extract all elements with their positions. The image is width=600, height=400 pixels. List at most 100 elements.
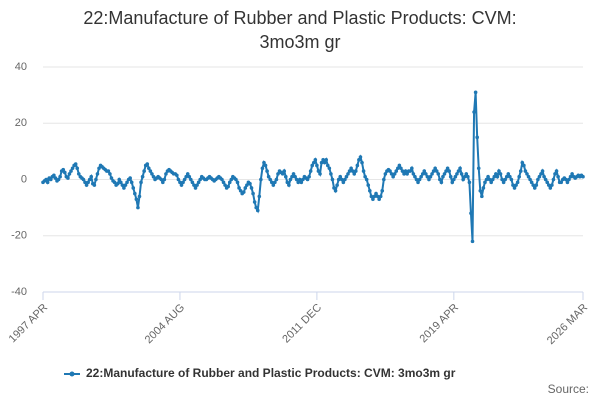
point [360,160,364,165]
point [119,180,123,185]
point [109,176,114,180]
point [243,186,248,190]
point [483,180,487,185]
point [556,174,560,179]
point [464,172,469,176]
point [458,166,462,171]
point [378,194,383,199]
point [394,169,399,173]
point [494,172,498,176]
point [271,183,276,187]
point [335,183,339,187]
point [441,174,445,179]
point [508,174,512,179]
point [315,163,319,168]
point [66,176,70,180]
x-tick-label: 2004 AUG [143,302,187,346]
point [414,177,419,182]
point [53,176,58,180]
point [142,169,146,173]
point [433,166,437,171]
y-tick-label: 20 [15,117,27,129]
point [536,177,540,182]
point [308,169,313,173]
point [196,180,201,185]
point [445,166,450,171]
point [237,186,241,190]
point [537,174,542,179]
point [86,180,90,185]
point [542,174,546,179]
point [531,183,536,187]
point [307,174,311,179]
point [523,169,528,173]
point [369,194,374,199]
point [137,194,142,199]
point [181,180,185,185]
point [162,177,167,182]
point [245,183,249,187]
point [453,174,458,179]
point [466,174,470,179]
point [324,158,329,162]
point [396,166,400,171]
x-tick-label: 2011 DEC [280,302,324,346]
point [229,177,234,182]
point [344,174,349,179]
point [411,172,416,176]
point [299,180,304,185]
x-tick-label: 2019 APR [417,302,461,346]
point [305,177,310,182]
point [265,169,269,173]
point [329,172,333,176]
point [476,166,481,171]
point [525,172,529,176]
point [522,163,526,168]
point [122,186,126,190]
point [422,169,427,173]
point [456,169,461,173]
point [517,174,521,179]
point [84,183,89,187]
point [221,180,226,185]
point [498,172,503,176]
point [374,191,378,196]
point [518,169,523,173]
point [193,186,198,190]
point [280,172,285,176]
point [473,90,478,95]
point [61,167,66,172]
point [282,169,287,173]
point [318,172,322,176]
y-tick-label: -40 [11,286,27,298]
point [413,174,417,179]
source: Source: [548,382,589,396]
point [97,166,101,171]
point [550,183,554,187]
point [117,177,122,182]
point [570,172,574,176]
point [341,180,346,185]
point [273,180,277,185]
point [357,158,361,162]
point [434,169,439,173]
point [106,169,111,173]
point [366,183,371,187]
point [322,160,327,165]
y-tick-label: 40 [15,61,27,73]
legend-marker [69,371,75,377]
point [391,174,395,179]
point [134,197,139,201]
point [438,177,442,182]
point [184,174,188,179]
point [416,180,420,185]
point [108,172,112,176]
point [159,177,164,182]
point [495,174,500,179]
point [316,169,321,173]
point [353,169,358,173]
point [459,172,464,176]
point [540,169,545,173]
point [185,172,190,176]
point [372,194,377,199]
